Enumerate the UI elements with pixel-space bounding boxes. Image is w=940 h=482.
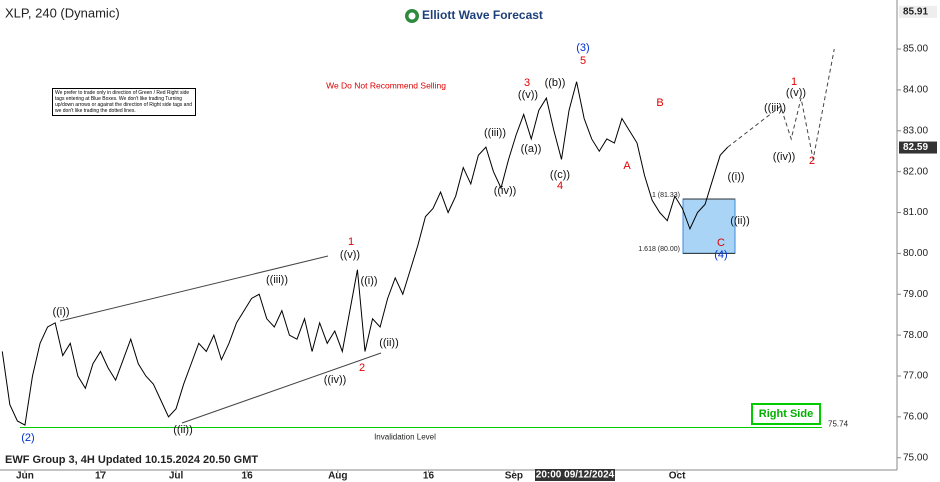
wave-label: 1 xyxy=(348,236,354,248)
x-tick-label: 16 xyxy=(242,471,254,482)
right-side-box xyxy=(751,403,821,425)
invalidation-value: 75.74 xyxy=(828,420,849,429)
wave-label: ((i)) xyxy=(360,275,377,287)
wave-label: ((ii)) xyxy=(173,424,193,436)
channel-line xyxy=(59,255,329,322)
wave-label: ((b)) xyxy=(545,77,566,89)
y-tick-label: 84.00 xyxy=(903,85,928,96)
y-tick-label: 76.00 xyxy=(903,412,928,423)
wave-label: ((i)) xyxy=(727,171,744,183)
crosshair-label: 20:00 09/12/2024 xyxy=(536,470,615,481)
wave-label: C xyxy=(717,237,725,249)
wave-label: (2) xyxy=(21,432,34,444)
wave-label: 2 xyxy=(809,155,815,167)
footer: EWF Group 3, 4H Updated 10.15.2024 20.50… xyxy=(5,454,258,466)
x-tick-label: Oct xyxy=(669,471,686,482)
channel-line xyxy=(181,352,382,424)
invalidation-label: Invalidation Level xyxy=(374,433,436,442)
wave-label: ((a)) xyxy=(521,143,542,155)
y-tick-label: 81.00 xyxy=(903,207,928,218)
wave-label: ((i)) xyxy=(52,306,69,318)
high-price-box xyxy=(899,5,937,18)
x-tick-label: Jun xyxy=(16,471,34,482)
y-tick-label: 82.00 xyxy=(903,166,928,177)
wave-label: ((v)) xyxy=(518,89,538,101)
x-tick-label: Sep xyxy=(505,471,523,482)
wave-label: ((ii)) xyxy=(379,337,399,349)
wave-label: 1 xyxy=(791,76,797,88)
wave-label: ((iv)) xyxy=(324,374,347,386)
wave-label: ((iii)) xyxy=(764,102,786,114)
logo-icon-inner xyxy=(408,12,416,20)
y-tick-label: 77.00 xyxy=(903,371,928,382)
wave-label: 4 xyxy=(557,180,563,192)
wave-label: ((iv)) xyxy=(773,151,796,163)
last-price-box xyxy=(899,141,937,154)
chart-title: XLP, 240 (Dynamic) xyxy=(5,5,120,20)
y-tick-label: 83.00 xyxy=(903,125,928,136)
x-tick-label: 17 xyxy=(95,471,107,482)
wave-label: A xyxy=(623,160,631,172)
x-tick-label: Jul xyxy=(169,471,184,482)
fib-label: 1.618 (80.00) xyxy=(638,246,680,253)
plot-area xyxy=(0,0,897,470)
brand: Elliott Wave Forecast xyxy=(422,8,543,22)
y-tick-label: 78.00 xyxy=(903,330,928,341)
fib-label: 1 (81.33) xyxy=(652,192,680,199)
wave-label: ((v)) xyxy=(786,87,806,99)
wave-label: (3) xyxy=(576,42,589,54)
wave-label: ((iii)) xyxy=(266,274,288,286)
high-price-label: 85.91 xyxy=(903,6,928,17)
y-tick-label: 85.00 xyxy=(903,44,928,55)
crosshair-box xyxy=(535,469,615,481)
price-line xyxy=(1,81,729,426)
wave-label: ((iv)) xyxy=(494,185,517,197)
projection-line xyxy=(727,48,835,160)
y-tick-label: 75.00 xyxy=(903,452,928,463)
wave-label: ((c)) xyxy=(550,169,570,181)
last-price-label: 82.59 xyxy=(903,142,928,153)
wave-label: B xyxy=(656,97,663,109)
wave-label: ((v)) xyxy=(340,249,360,261)
x-tick-label: 16 xyxy=(423,471,435,482)
wave-label: 2 xyxy=(359,362,365,374)
disclaimer: We prefer to trade only in direction of … xyxy=(52,88,196,116)
y-tick-label: 79.00 xyxy=(903,289,928,300)
wave-label: (4) xyxy=(714,249,727,261)
notice: We Do Not Recommend Selling xyxy=(326,80,446,90)
right-side-tag: Right Side xyxy=(759,408,813,420)
y-tick-label: 80.00 xyxy=(903,248,928,259)
wave-label: ((ii)) xyxy=(730,215,750,227)
x-tick-label: Aug xyxy=(328,471,347,482)
wave-label: ((iii)) xyxy=(484,127,506,139)
wave-label: 5 xyxy=(580,55,586,67)
wave-label: 3 xyxy=(524,77,530,89)
